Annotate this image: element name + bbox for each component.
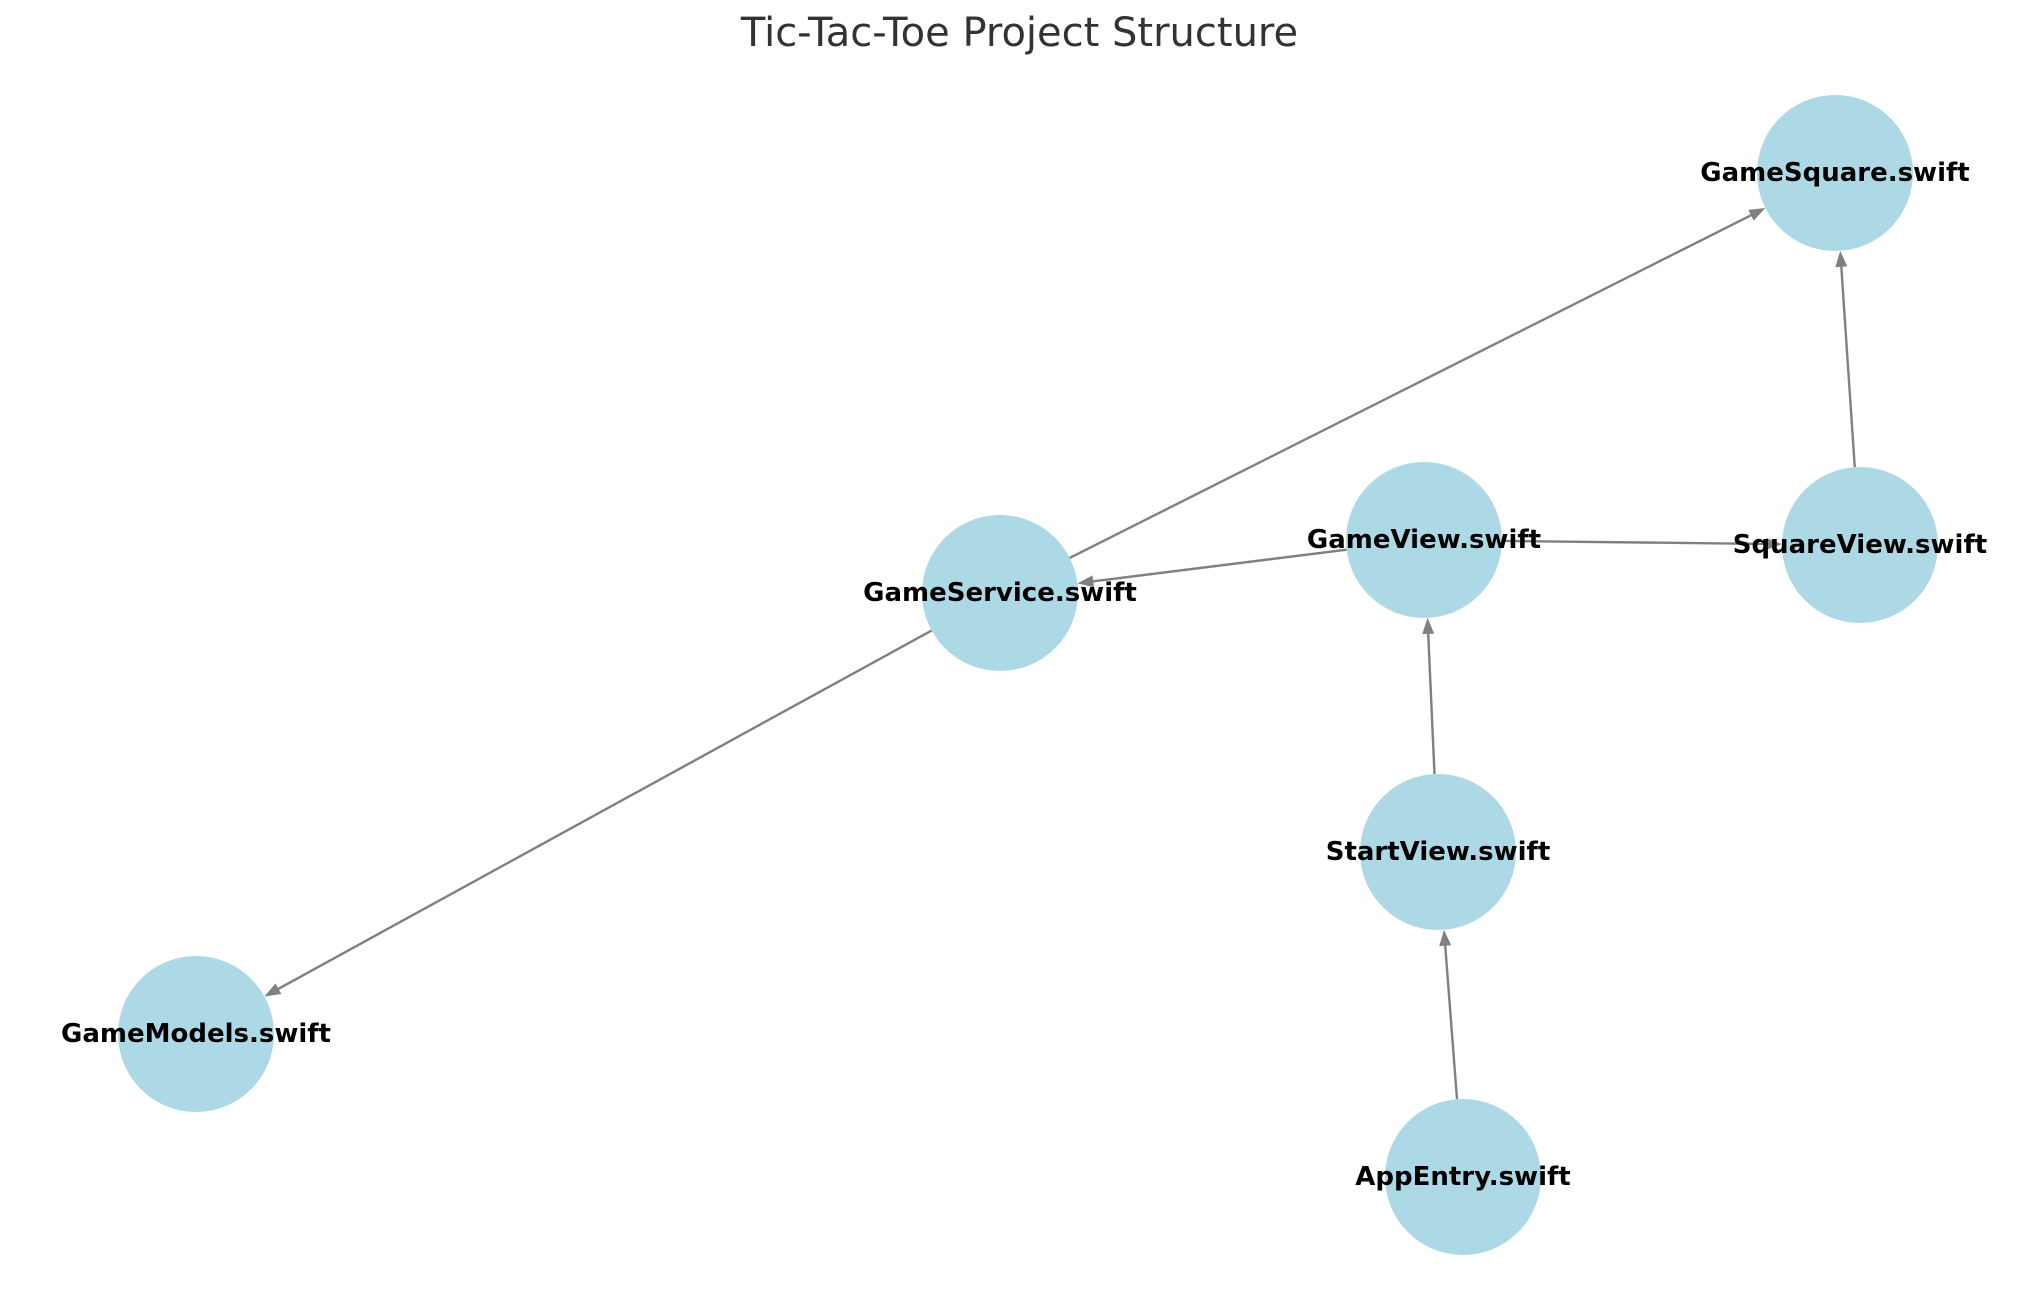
arrowhead	[1077, 575, 1095, 588]
node-circle	[1757, 95, 1913, 251]
node-game-view: GameView.swift	[1307, 462, 1541, 618]
diagram-title: Tic-Tac-Toe Project Structure	[740, 10, 1299, 56]
node-game-service: GameService.swift	[863, 515, 1137, 671]
node-label: GameView.swift	[1307, 525, 1541, 555]
node-game-models: GameModels.swift	[61, 956, 331, 1112]
node-start-view: StartView.swift	[1326, 774, 1551, 930]
node-circle	[118, 956, 274, 1112]
node-circle	[922, 515, 1078, 671]
node-label: GameSquare.swift	[1700, 158, 1969, 188]
edge-app-entry-to-start-view	[1439, 929, 1459, 1100]
arrowhead	[1422, 617, 1435, 635]
arrowhead	[1835, 250, 1848, 268]
edge-square-view-to-game-square	[1835, 250, 1856, 468]
edge-line	[270, 629, 933, 994]
arrowhead	[264, 983, 282, 997]
node-label: GameModels.swift	[61, 1019, 331, 1049]
node-circle	[1346, 462, 1502, 618]
node-square-view: SquareView.swift	[1733, 467, 1987, 623]
arrowhead	[1748, 208, 1766, 221]
node-label: StartView.swift	[1326, 837, 1551, 867]
edge-line	[1085, 548, 1347, 584]
node-label: GameService.swift	[863, 578, 1137, 608]
edge-game-view-to-game-service	[1077, 548, 1347, 588]
node-app-entry: AppEntry.swift	[1355, 1099, 1571, 1255]
node-circle	[1782, 467, 1938, 623]
arrowhead	[1765, 537, 1783, 550]
edge-line	[1839, 258, 1856, 468]
edge-game-service-to-game-models	[264, 629, 933, 997]
edge-layer	[264, 208, 1856, 1100]
node-circle	[1360, 774, 1516, 930]
node-label: SquareView.swift	[1733, 530, 1987, 560]
edge-start-view-to-game-view	[1422, 617, 1436, 775]
arrowhead	[1439, 929, 1452, 947]
edge-line	[1069, 210, 1759, 560]
edge-game-service-to-game-square	[1069, 208, 1766, 560]
node-circle	[1385, 1099, 1541, 1255]
node-layer: GameSquare.swift GameView.swift SquareView…	[61, 95, 1987, 1255]
node-game-square: GameSquare.swift	[1700, 95, 1970, 251]
edge-line	[1443, 937, 1459, 1100]
node-label: AppEntry.swift	[1355, 1162, 1570, 1192]
edge-line	[1501, 539, 1775, 546]
edge-game-view-to-square-view	[1501, 537, 1783, 550]
edge-line	[1426, 625, 1436, 775]
